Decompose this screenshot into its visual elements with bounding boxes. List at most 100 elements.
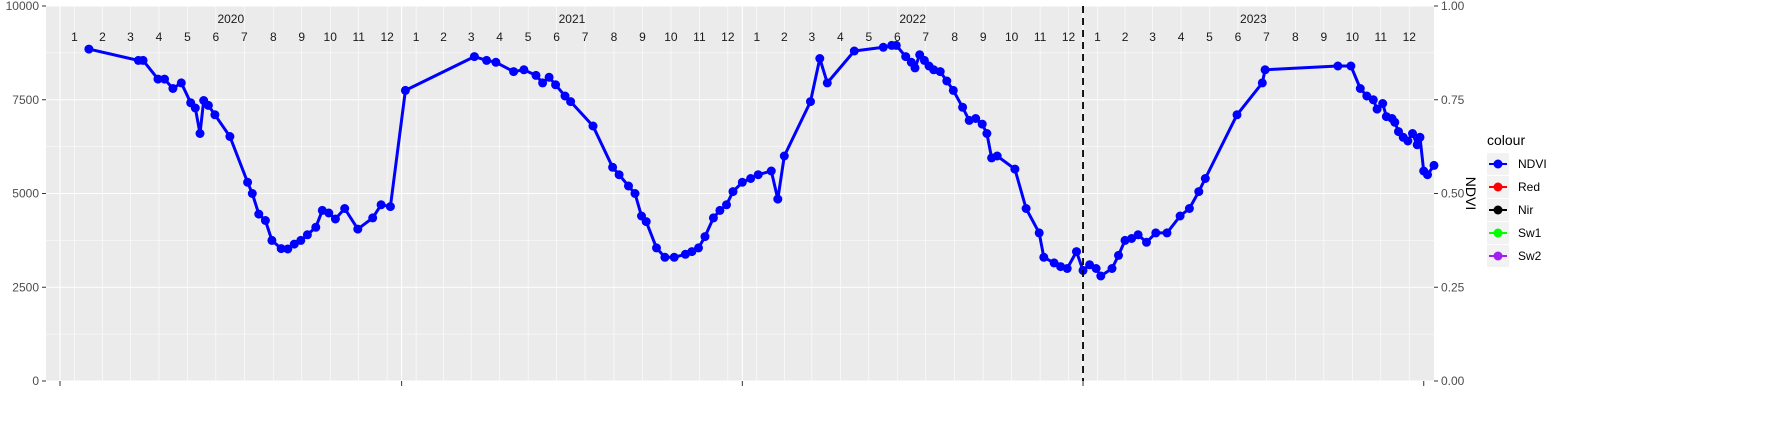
data-point-ndvi [982, 129, 992, 138]
right-tick-label: 0.75 [1441, 93, 1465, 107]
right-tick-label: 0.50 [1441, 187, 1465, 201]
data-point-ndvi [1415, 132, 1425, 142]
month-label: 1 [71, 30, 78, 44]
data-point-ndvi [935, 67, 945, 77]
month-label: 5 [184, 30, 191, 44]
month-label: 11 [352, 30, 365, 44]
data-point-ndvi [283, 244, 293, 254]
data-point-ndvi [737, 177, 747, 187]
data-point-ndvi [815, 54, 825, 63]
data-point-ndvi [1194, 187, 1204, 197]
data-point-ndvi [1010, 164, 1020, 174]
data-point-ndvi [822, 78, 832, 88]
data-point-ndvi [544, 72, 554, 82]
legend-label-ndvi: NDVI [1518, 157, 1547, 171]
data-point-ndvi [1062, 264, 1072, 273]
data-point-ndvi [1333, 61, 1343, 71]
year-label: 2021 [559, 12, 586, 26]
data-point-ndvi [531, 70, 541, 80]
data-point-ndvi [368, 213, 378, 223]
data-point-ndvi [276, 244, 286, 254]
data-point-ndvi [210, 110, 220, 120]
month-label: 12 [1062, 30, 1076, 44]
month-label: 11 [1375, 30, 1388, 44]
year-label: 2023 [1240, 12, 1267, 26]
data-point-ndvi [1133, 230, 1143, 240]
month-label: 3 [468, 30, 475, 44]
data-point-ndvi [400, 85, 410, 95]
data-point-ndvi [958, 102, 968, 112]
data-point-ndvi [168, 84, 178, 93]
month-label: 4 [837, 30, 844, 44]
data-point-ndvi [1390, 117, 1400, 127]
month-label: 8 [270, 30, 277, 44]
left-tick-label: 2500 [12, 280, 39, 294]
data-point-ndvi [1114, 250, 1123, 260]
data-point-ndvi [971, 114, 981, 123]
data-point-ndvi [385, 202, 395, 212]
right-axis-title: NDVI [1463, 177, 1479, 210]
data-point-ndvi [267, 235, 277, 245]
data-point-ndvi [469, 52, 479, 62]
data-point-ndvi [722, 200, 731, 210]
left-tick-label: 7500 [12, 93, 39, 107]
data-point-ndvi [700, 232, 710, 242]
data-point-ndvi [687, 247, 697, 257]
month-label: 5 [1206, 30, 1213, 44]
month-label: 4 [1178, 30, 1185, 44]
data-point-ndvi [1072, 247, 1081, 257]
data-point-ndvi [153, 74, 163, 84]
data-point-ndvi [1372, 104, 1382, 114]
data-point-ndvi [376, 200, 386, 210]
data-point-ndvi [1346, 61, 1356, 71]
data-point-ndvi [254, 209, 264, 219]
month-label: 6 [1235, 30, 1242, 44]
data-point-ndvi [491, 57, 501, 67]
legend-label-nir: Nir [1518, 203, 1533, 217]
data-point-ndvi [977, 119, 987, 129]
data-point-ndvi [247, 189, 257, 198]
data-point-ndvi [1408, 129, 1417, 138]
month-label: 12 [380, 30, 394, 44]
data-point-ndvi [708, 213, 718, 223]
data-point-ndvi [728, 187, 738, 197]
data-point-ndvi [138, 55, 148, 65]
gridlines [46, 5, 1434, 382]
data-point-ndvi [190, 103, 200, 113]
month-label: 10 [664, 30, 678, 44]
data-point-ndvi [1260, 65, 1270, 75]
data-point-ndvi [330, 214, 340, 224]
month-label: 7 [582, 30, 589, 44]
month-label: 5 [865, 30, 872, 44]
data-point-ndvi [1107, 264, 1117, 273]
data-point-ndvi [1162, 228, 1172, 238]
month-label: 6 [553, 30, 560, 44]
month-label: 6 [894, 30, 901, 44]
data-point-ndvi [660, 252, 670, 262]
data-point-ndvi [891, 40, 901, 50]
data-point-ndvi [1039, 252, 1049, 262]
data-point-ndvi [849, 46, 859, 56]
data-point-ndvi [694, 243, 703, 253]
legend-key-point-red [1493, 182, 1503, 192]
month-label: 2 [781, 30, 788, 44]
legend-label-sw1: Sw1 [1518, 226, 1542, 240]
data-point-ndvi [160, 74, 169, 84]
data-point-ndvi [1021, 204, 1031, 213]
data-point-ndvi [715, 205, 725, 215]
month-label: 11 [1034, 30, 1047, 44]
data-point-ndvi [773, 194, 783, 204]
data-point-ndvi [560, 91, 570, 101]
data-point-ndvi [1429, 160, 1439, 170]
month-label: 7 [922, 30, 929, 44]
data-point-ndvi [746, 174, 756, 183]
left-tick-label: 5000 [12, 187, 39, 201]
series-layer [84, 40, 1439, 281]
year-label: 2020 [217, 12, 244, 26]
month-label: 8 [951, 30, 958, 44]
month-label: 3 [1149, 30, 1156, 44]
data-point-ndvi [1355, 84, 1365, 93]
right-tick-label: 0.00 [1441, 374, 1465, 388]
